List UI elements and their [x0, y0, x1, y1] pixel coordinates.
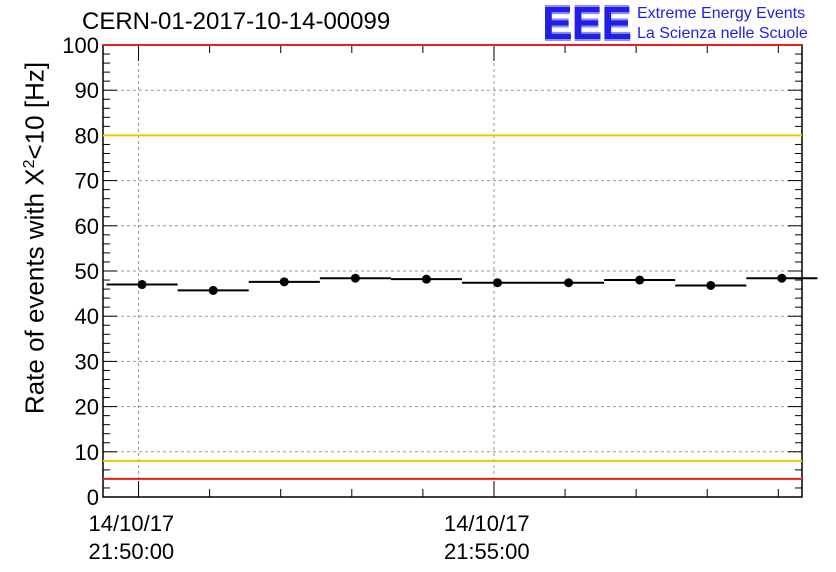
logo-caption: Extreme Energy Events La Scienza nelle S…: [637, 4, 808, 44]
x-tick-date: 14/10/17: [443, 511, 530, 536]
data-point: [137, 280, 147, 290]
logo-line-2: La Scienza nelle Scuole: [637, 25, 808, 42]
data-point: [208, 285, 218, 295]
x-tick-label: 14/10/17 21:50:00: [89, 510, 175, 566]
data-point: [493, 278, 503, 288]
logo-line-1: Extreme Energy Events: [637, 5, 806, 22]
y-tick-label: 0: [87, 485, 99, 510]
x-tick-time: 21:50:00: [88, 539, 175, 564]
y-tick-label: 30: [75, 349, 99, 374]
data-point: [777, 273, 787, 283]
y-tick-label: 10: [75, 440, 99, 465]
y-tick-label: 50: [75, 259, 99, 284]
x-tick-time: 21:55:00: [443, 539, 530, 564]
chart-title: CERN-01-2017-10-14-00099: [82, 8, 391, 35]
data-point: [564, 278, 574, 288]
y-tick-label: 70: [75, 169, 99, 194]
x-tick-label: 14/10/17 21:55:00: [444, 510, 530, 566]
data-point: [706, 280, 716, 290]
data-point: [635, 275, 645, 285]
data-point: [421, 274, 431, 284]
y-tick-label: 90: [75, 78, 99, 103]
y-tick-label: 20: [75, 395, 99, 420]
data-point: [279, 277, 289, 287]
data-point: [350, 273, 360, 283]
y-tick-label: 40: [75, 304, 99, 329]
y-tick-label: 80: [75, 123, 99, 148]
y-tick-label: 100: [62, 33, 99, 58]
y-tick-label: 60: [75, 214, 99, 239]
x-tick-date: 14/10/17: [88, 511, 175, 536]
eee-logo: EEE: [542, 0, 632, 49]
